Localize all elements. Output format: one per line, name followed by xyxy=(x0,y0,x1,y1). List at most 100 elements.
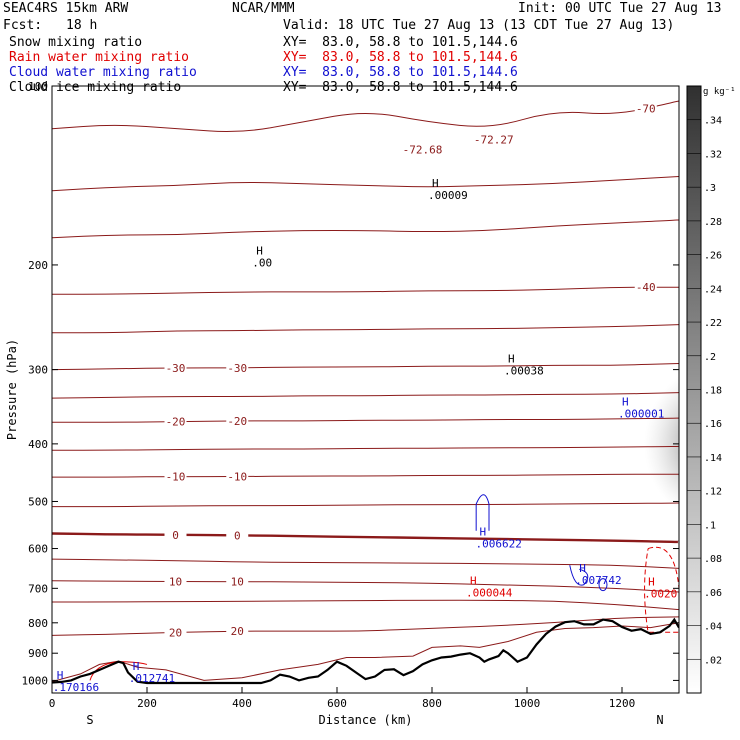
contour-label-bg xyxy=(634,102,657,114)
cloud-ice-shading xyxy=(609,373,679,514)
extremum-marker: H xyxy=(432,177,439,190)
colorbar-tick-label: .24 xyxy=(704,284,722,295)
contour-label-bg xyxy=(164,470,187,482)
valid-time: Valid: 18 UTC Tue 27 Aug 13 (13 CDT Tue … xyxy=(283,18,675,33)
temperature-contour-m40 xyxy=(52,286,679,295)
field-cloudwater-xy: XY= 83.0, 58.8 to 101.5,144.6 xyxy=(283,65,518,80)
forecast-hour: 18 h xyxy=(66,18,98,33)
contour-label-m10: -10 xyxy=(166,471,186,484)
extremum-marker: H xyxy=(57,669,64,682)
contour-label-m30: -30 xyxy=(166,362,186,375)
rain-water-contour xyxy=(644,546,679,633)
contour-label-0: 0 xyxy=(172,529,179,542)
extremum-value: .012741 xyxy=(129,672,175,685)
extremum-value: .006622 xyxy=(476,537,522,550)
temperature-contour-m70 xyxy=(52,100,679,133)
x-tick-label: 600 xyxy=(327,697,347,710)
field-cloudice-xy: XY= 83.0, 58.8 to 101.5,144.6 xyxy=(283,80,518,95)
colorbar-tick-label: .04 xyxy=(704,622,722,633)
extremum-value: .00009 xyxy=(428,189,468,202)
organization: NCAR/MMM xyxy=(232,1,295,16)
y-tick-label: 700 xyxy=(28,582,48,595)
field-rain-xy: XY= 83.0, 58.8 to 101.5,144.6 xyxy=(283,50,518,65)
x-tick-label: 800 xyxy=(422,697,442,710)
field-snow-name: Snow mixing ratio xyxy=(9,35,143,50)
y-tick-label: 500 xyxy=(28,495,48,508)
colorbar-tick-label: .12 xyxy=(704,487,722,498)
cloud-water-contour xyxy=(598,578,608,592)
extremum-value: .0020 xyxy=(644,588,677,601)
temperature-contour-m50 xyxy=(52,219,679,239)
y-tick-label: 400 xyxy=(28,438,48,451)
y-tick-label: 600 xyxy=(28,543,48,556)
terrain-line xyxy=(52,617,679,685)
field-snow-xy: XY= 83.0, 58.8 to 101.5,144.6 xyxy=(283,35,518,50)
contour-label-bg xyxy=(164,415,187,427)
contour-label-bg xyxy=(226,529,249,541)
model-name: SEAC4RS 15km ARW xyxy=(3,1,129,16)
colorbar-tick-label: .08 xyxy=(704,554,722,565)
y-tick-label: 100 xyxy=(28,80,48,93)
contour-label-bg xyxy=(226,361,249,373)
cloud-water-contour xyxy=(475,494,490,531)
colorbar-tick-label: .28 xyxy=(704,217,722,228)
temperature-contour-m20 xyxy=(52,417,679,423)
colorbar-tick-label: .18 xyxy=(704,386,722,397)
y-tick-label: 800 xyxy=(28,617,48,630)
end-label-south: S xyxy=(86,713,93,727)
y-tick-label: 300 xyxy=(28,364,48,377)
contour-label: -72.27 xyxy=(474,134,514,147)
contour-label-20: 20 xyxy=(169,626,182,639)
contour-label-m70: -70 xyxy=(636,103,656,116)
contour-label-bg xyxy=(164,361,187,373)
extremum-marker: H xyxy=(622,396,629,409)
colorbar-tick-label: .22 xyxy=(704,318,722,329)
temperature-contour-m25 xyxy=(52,392,679,399)
temperature-contour-m60 xyxy=(52,176,679,192)
field-rain-name: Rain water mixing ratio xyxy=(9,50,190,65)
temperature-contour-m10 xyxy=(52,473,679,478)
plot-frame xyxy=(51,85,680,694)
contour-label: -72.68 xyxy=(403,144,443,157)
contour-label-bg xyxy=(226,575,249,587)
contour-label-10: 10 xyxy=(169,576,182,589)
contour-label-m10: -10 xyxy=(227,471,247,484)
x-tick-label: 400 xyxy=(232,697,252,710)
contour-label-m20: -20 xyxy=(166,416,186,429)
extremum-value: .00 xyxy=(252,256,272,269)
colorbar-tick-label: .16 xyxy=(704,419,722,430)
end-label-north: N xyxy=(656,713,663,727)
temperature-contour-20 xyxy=(52,616,679,636)
extremum-marker: H xyxy=(648,576,655,589)
contour-label-0: 0 xyxy=(234,529,241,542)
contour-label-bg xyxy=(226,625,249,637)
x-axis-label: Distance (km) xyxy=(319,713,413,727)
temperature-contour-5 xyxy=(52,558,679,569)
x-tick-label: 1000 xyxy=(514,697,541,710)
forecast-label: Fcst: xyxy=(3,18,43,33)
x-tick-label: 1200 xyxy=(609,697,636,710)
extremum-value: .000001 xyxy=(618,408,664,421)
extremum-marker: H xyxy=(579,562,586,575)
colorbar-tick-label: .02 xyxy=(704,655,722,666)
x-tick-label: 0 xyxy=(49,697,56,710)
colorbar-tick-label: .3 xyxy=(704,183,716,194)
temperature-contour-15 xyxy=(52,599,679,611)
contour-label-m20: -20 xyxy=(227,415,247,428)
contour-label-bg xyxy=(634,281,657,293)
colorbar-tick-label: .2 xyxy=(704,352,716,363)
colorbar-tick-label: .1 xyxy=(704,520,716,531)
contour-label-bg xyxy=(226,470,249,482)
extremum-marker: H xyxy=(470,575,477,588)
colorbar-unit: g kg⁻¹ xyxy=(703,87,736,97)
contour-label-m30: -30 xyxy=(227,362,247,375)
extremum-marker: H xyxy=(133,660,140,673)
temperature-contour-0 xyxy=(52,532,679,544)
contour-label-bg xyxy=(226,414,249,426)
contour-label-10: 10 xyxy=(231,576,244,589)
contour-label-m40: -40 xyxy=(636,281,656,294)
extremum-value: .007742 xyxy=(575,574,621,587)
extremum-marker: H xyxy=(480,525,487,538)
temperature-contour-m35 xyxy=(52,324,679,334)
